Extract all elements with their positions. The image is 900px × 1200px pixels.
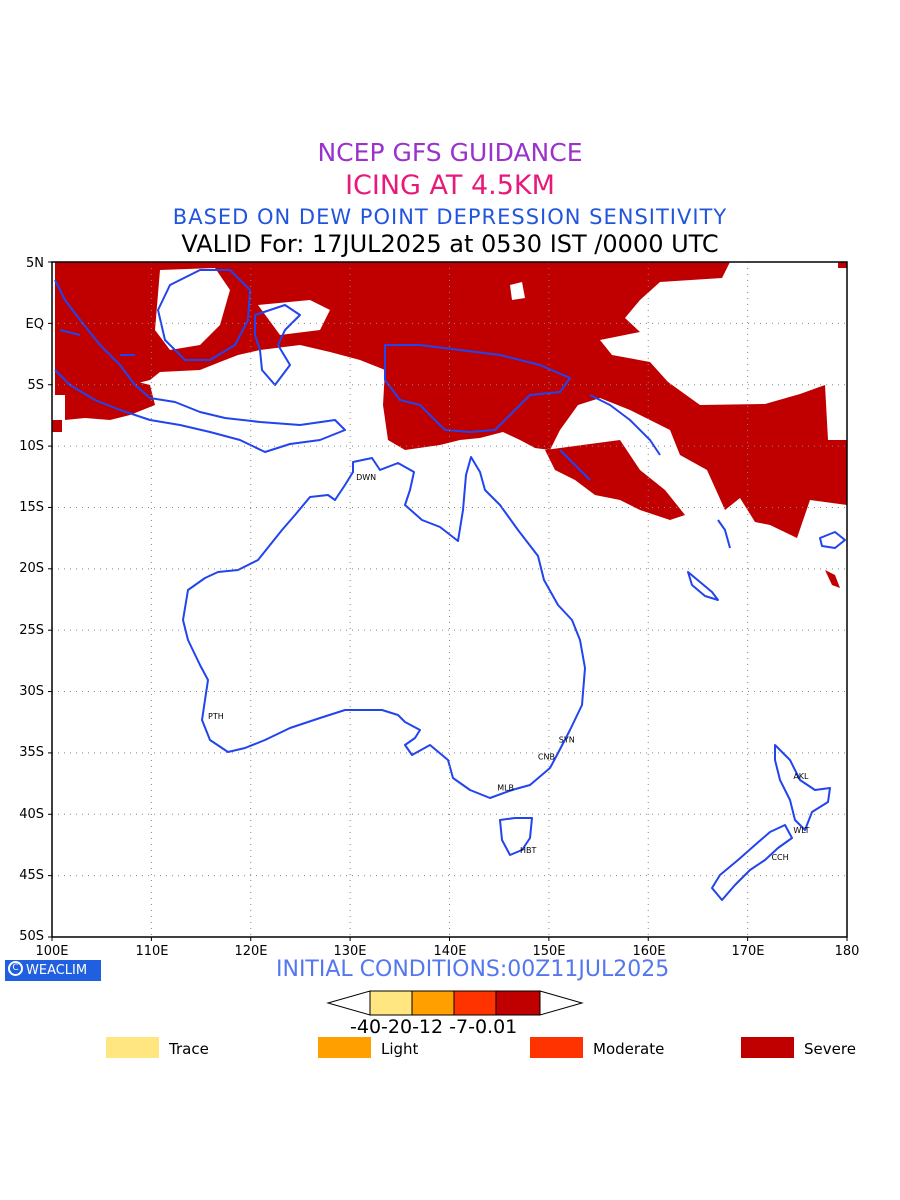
city-label-wlt: WLT — [793, 826, 809, 835]
lat-label: 10S — [19, 439, 44, 454]
legend-label: Moderate — [593, 1040, 665, 1058]
initial-conditions-text: INITIAL CONDITIONS:00Z11JUL2025 — [276, 957, 670, 982]
legend-label: Light — [381, 1040, 419, 1058]
city-label-pth: PTH — [208, 712, 224, 721]
new-caledonia-coastline — [687, 571, 719, 601]
lon-label: 100E — [35, 944, 69, 959]
new-guinea-coastline — [384, 344, 571, 433]
city-label-mlb: MLB — [497, 783, 514, 792]
lon-label: 140E — [433, 944, 467, 959]
copyright-icon: C — [8, 961, 23, 976]
city-label-dwn: DWN — [356, 473, 376, 482]
method-text: BASED ON DEW POINT DEPRESSION SENSITIVIT… — [172, 205, 728, 229]
lat-label: 5N — [26, 256, 44, 271]
solomon-coastline — [589, 394, 661, 456]
australia-coastline — [182, 456, 586, 799]
colorbar-labels: -40-20-12 -7-0.01 — [350, 1016, 518, 1038]
lon-label: 130E — [333, 944, 367, 959]
graticule — [52, 262, 847, 937]
city-label-cch: CCH — [771, 853, 788, 862]
legend-swatch — [530, 1037, 583, 1058]
valid-time-text: VALID For: 17JUL2025 at 0530 IST /0000 U… — [181, 230, 719, 258]
legend-swatch — [318, 1037, 371, 1058]
lat-label: 35S — [19, 745, 44, 760]
legend-swatch — [106, 1037, 159, 1058]
legend-label: Severe — [804, 1040, 856, 1058]
vanuatu-coastline — [717, 519, 731, 549]
new-zealand-north-coastline — [774, 744, 831, 831]
legend-label: Trace — [169, 1040, 209, 1058]
lat-label: 15S — [19, 500, 44, 515]
chart-title: NCEP GFS GUIDANCE — [317, 138, 583, 167]
lat-label: 50S — [19, 929, 44, 944]
severe-icing-region — [52, 262, 847, 588]
lat-label: 30S — [19, 684, 44, 699]
legend-swatch — [741, 1037, 794, 1058]
lon-label: 170E — [731, 944, 765, 959]
lat-label: 20S — [19, 561, 44, 576]
indonesia-coastline — [54, 279, 346, 453]
tasmania-coastline — [499, 817, 533, 856]
coastlines — [54, 269, 846, 901]
lat-label: 5S — [27, 378, 44, 393]
chart-subtitle: ICING AT 4.5KM — [345, 170, 555, 201]
city-label-syn: SYN — [559, 735, 575, 744]
weaclim-logo: C WEACLIM — [5, 960, 101, 981]
sulawesi-coastline — [254, 304, 301, 386]
city-label-akl: AKL — [793, 772, 809, 781]
new-zealand-south-coastline — [711, 824, 793, 901]
lat-label: EQ — [25, 317, 44, 332]
lon-label: 180 — [834, 944, 860, 959]
city-label-cnb: CNB — [538, 753, 555, 762]
lat-label: 45S — [19, 868, 44, 883]
logo-text: WEACLIM — [26, 963, 88, 978]
city-label-hbt: HBT — [520, 846, 537, 855]
fiji-coastline — [819, 531, 846, 549]
lon-label: 120E — [234, 944, 268, 959]
lat-label: 40S — [19, 807, 44, 822]
lon-label: 160E — [632, 944, 666, 959]
lon-label: 150E — [532, 944, 566, 959]
lat-label: 25S — [19, 623, 44, 638]
borneo-coastline — [157, 269, 251, 361]
lon-label: 110E — [135, 944, 169, 959]
